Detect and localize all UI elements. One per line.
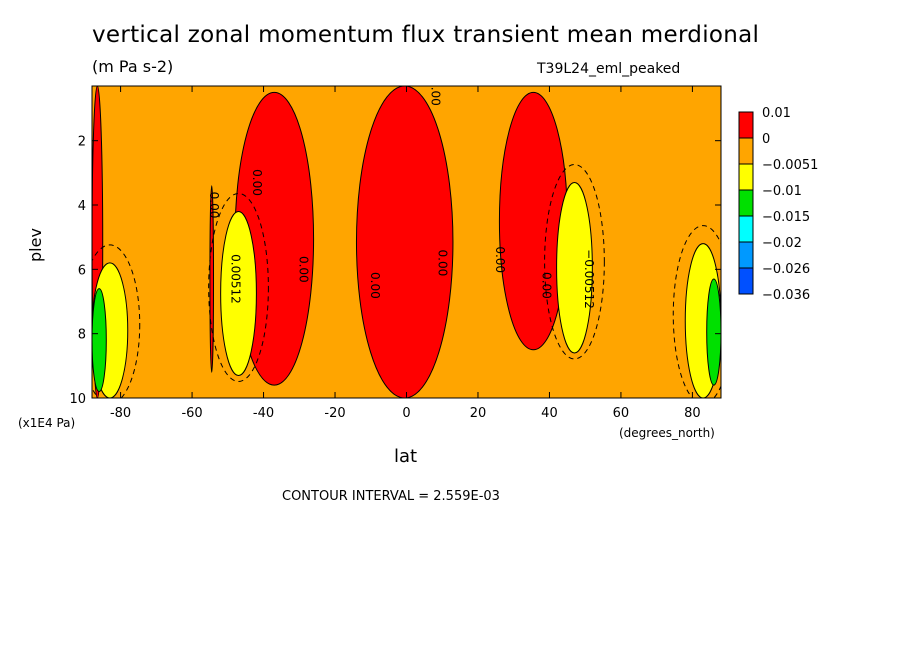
colorbar-swatch-4	[738, 215, 754, 243]
colorbar-label-5: −0.02	[762, 236, 802, 251]
contour-label-2: 0.00	[250, 169, 264, 196]
contour-label-3: 0.00512	[228, 254, 242, 304]
colorbar-label-1: 0	[762, 132, 770, 147]
colorbar-label-7: −0.036	[762, 288, 810, 303]
contour-regions	[92, 86, 721, 398]
y-tick-label-0: 2	[78, 135, 86, 150]
x-tick-label-1: -60	[181, 406, 202, 421]
colorbar-swatch-5	[738, 241, 754, 269]
colorbar-swatch-6	[738, 267, 754, 295]
y-axis-units: (x1E4 Pa)	[18, 416, 76, 430]
contour-label-8: 0.00	[539, 272, 553, 299]
dashed-contour-1	[544, 163, 605, 360]
colorbar-label-6: −0.026	[762, 262, 810, 277]
x-tick-label-6: 40	[541, 406, 558, 421]
contour-interval: CONTOUR INTERVAL = 2.559E-03	[282, 489, 500, 504]
region-strong-negative-9	[92, 288, 107, 393]
y-tick-label-1: 4	[78, 199, 86, 214]
contour-label-7: 0.00	[493, 246, 507, 273]
x-tick-label-8: 80	[684, 406, 701, 421]
y-tick-label-4: 10	[69, 392, 86, 407]
y-tick-label-2: 6	[78, 263, 86, 278]
contour-label-6: 0.00	[436, 250, 450, 277]
y-tick-label-3: 8	[78, 328, 86, 343]
x-tick-label-4: 0	[402, 406, 410, 421]
region-strong-negative-10	[706, 278, 721, 386]
region-positive-4	[209, 185, 215, 373]
x-axis-units: (degrees_north)	[619, 426, 715, 440]
region-negative-6	[556, 181, 593, 354]
x-tick-label-5: 20	[470, 406, 487, 421]
region-negative-5	[220, 210, 257, 376]
x-tick-label-7: 60	[613, 406, 630, 421]
run-label: T39L24_eml_peaked	[537, 61, 681, 77]
colorbar-label-0: 0.01	[762, 106, 791, 121]
x-axis-label: lat	[394, 446, 418, 467]
colorbar-swatch-3	[738, 189, 754, 217]
colorbar: 0.01 0 −0.0051 −0.01 −0.015 −0.02 −0.026 −0.036	[738, 106, 818, 303]
contour-label-9: −0.00512	[582, 249, 596, 309]
x-tick-label-3: -20	[324, 406, 345, 421]
chart-units: (m Pa s-2)	[92, 57, 174, 76]
dashed-contour-2	[92, 244, 141, 398]
colorbar-swatch-0	[738, 111, 754, 139]
contour-label-0: 0.00	[429, 79, 443, 106]
x-tick-label-0: -80	[110, 406, 131, 421]
contour-label-1: 0.00	[207, 192, 221, 219]
region-positive-2	[355, 86, 454, 398]
contour-label-5: 0.00	[368, 272, 382, 299]
colorbar-label-4: −0.015	[762, 210, 810, 225]
colorbar-label-2: −0.0051	[762, 158, 818, 173]
x-axis: -80 -60 -40 -20 0 20 40 60 80	[110, 86, 701, 421]
colorbar-swatch-2	[738, 163, 754, 191]
contour-label-4: 0.00	[296, 256, 310, 283]
dashed-contour-0	[208, 192, 269, 382]
x-tick-label-2: -40	[253, 406, 274, 421]
y-axis: 2 4 6 8 10	[69, 135, 721, 407]
region-positive-3	[498, 91, 568, 351]
dashed-contour-3	[672, 225, 721, 398]
colorbar-label-3: −0.01	[762, 184, 802, 199]
contour-labels: 0.00 0.00 0.00 0.00512 0.00 0.00 0.00 0.00 0.00 −…	[207, 79, 596, 309]
chart-title: vertical zonal momentum flux transient m…	[92, 22, 760, 48]
colorbar-swatch-1	[738, 137, 754, 165]
